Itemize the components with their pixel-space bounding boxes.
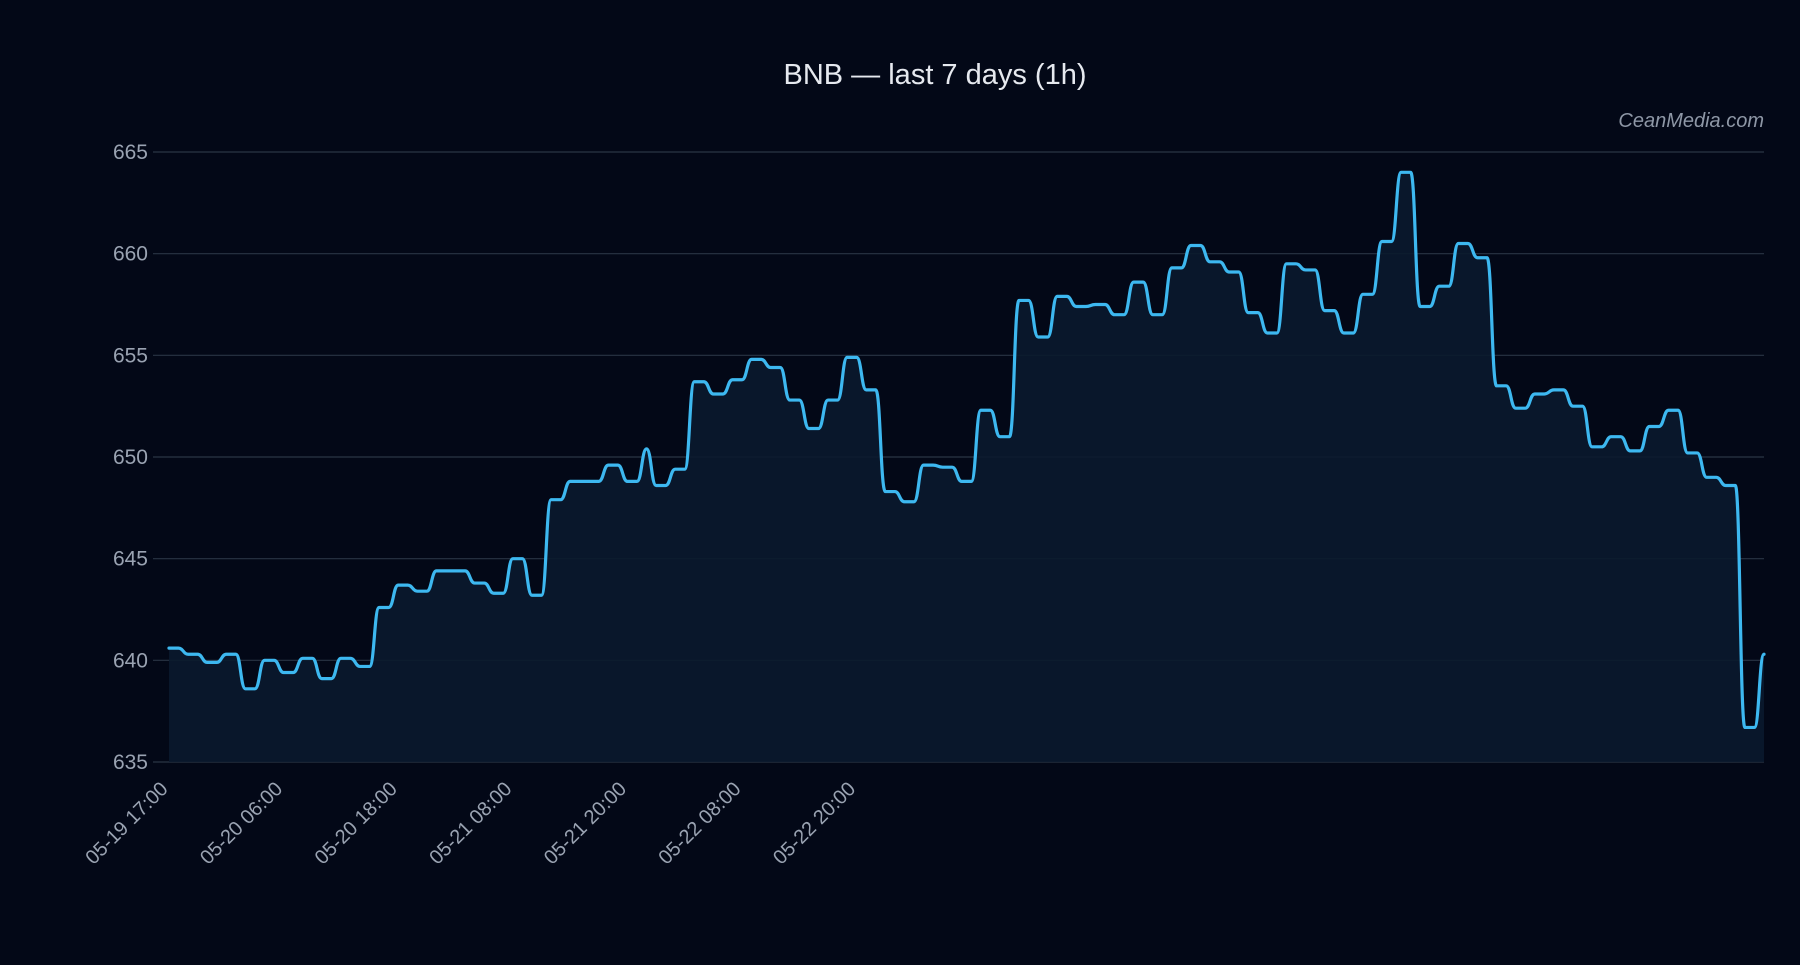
watermark-text: CeanMedia.com: [1618, 110, 1764, 132]
chart-title: BNB — last 7 days (1h): [784, 59, 1087, 91]
y-axis-ticks: 635 640 645 650 655 660 665: [113, 141, 148, 774]
area-fill: [169, 172, 1764, 762]
x-tick-label: 05-19 17:00: [81, 778, 172, 869]
x-tick-label: 05-22 20:00: [769, 778, 860, 869]
x-tick-label: 05-20 06:00: [196, 778, 287, 869]
y-tick-label: 640: [113, 649, 148, 672]
y-tick-label: 665: [113, 141, 148, 164]
x-axis-ticks: 05-19 17:00 05-20 06:00 05-20 18:00 05-21 0…: [81, 778, 860, 869]
y-tick-label: 645: [113, 548, 148, 571]
y-tick-label: 660: [113, 243, 148, 266]
area-fill-layer: [169, 172, 1764, 762]
x-tick-label: 05-21 20:00: [540, 778, 631, 869]
x-tick-label: 05-21 08:00: [425, 778, 516, 869]
x-tick-label: 05-22 08:00: [655, 778, 746, 869]
series-line-layer: [167, 170, 1766, 730]
y-tick-label: 635: [113, 751, 148, 774]
x-tick-label: 05-20 18:00: [311, 778, 402, 869]
y-tick-label: 655: [113, 344, 148, 367]
series-line: [167, 170, 1766, 730]
y-tick-label: 650: [113, 446, 148, 469]
